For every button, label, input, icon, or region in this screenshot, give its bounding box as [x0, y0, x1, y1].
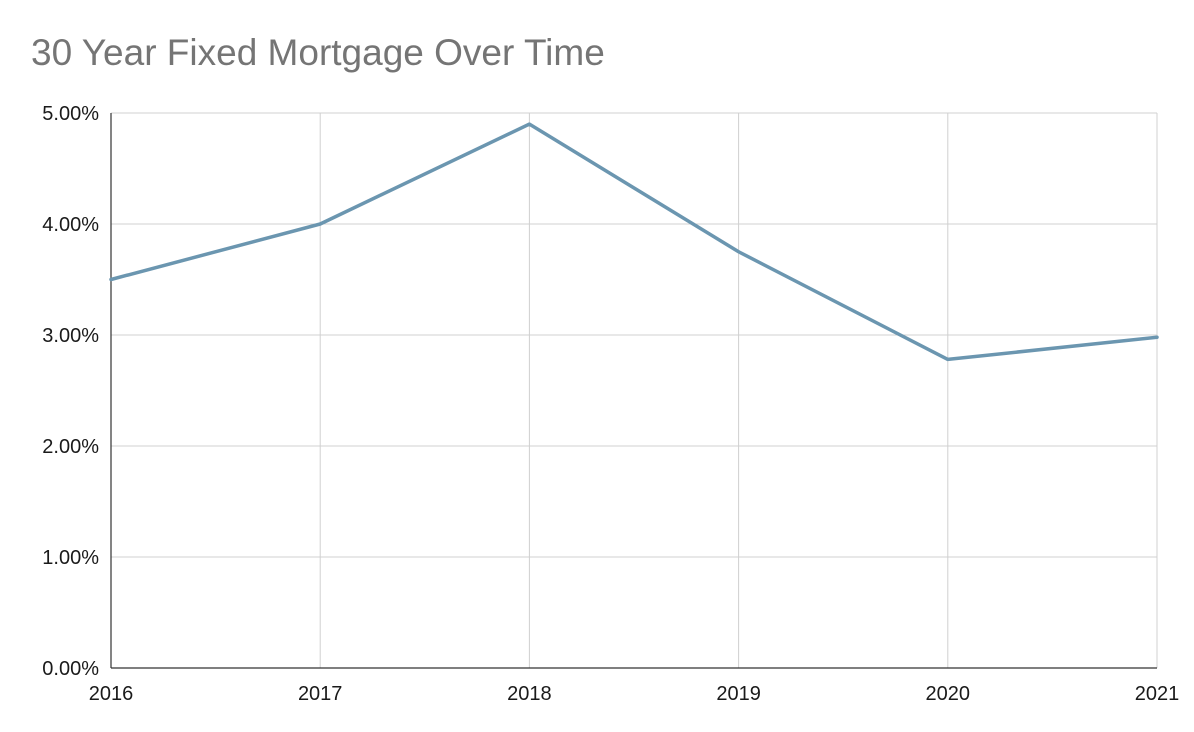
x-tick-label: 2019 [716, 683, 761, 705]
x-tick-label: 2021 [1135, 683, 1180, 705]
series-layer [109, 122, 1159, 362]
y-tick-label: 2.00% [42, 436, 99, 458]
x-tick-label: 2016 [89, 683, 134, 705]
label-layer: 0.00% 1.00% 2.00% 3.00% 4.00% 5.00% 2016 2017 20… [42, 103, 1179, 705]
y-tick-label: 5.00% [42, 103, 99, 125]
series-line [109, 122, 1159, 362]
axis-layer [110, 113, 1157, 669]
y-tick-label: 4.00% [42, 214, 99, 236]
y-tick-label: 1.00% [42, 547, 99, 569]
grid-layer [111, 112, 1158, 668]
y-tick-label: 0.00% [42, 658, 99, 680]
x-tick-label: 2018 [507, 683, 552, 705]
chart-title: 30 Year Fixed Mortgage Over Time [31, 32, 605, 73]
y-tick-label: 3.00% [42, 325, 99, 347]
x-tick-label: 2017 [298, 683, 343, 705]
x-tick-label: 2020 [926, 683, 971, 705]
